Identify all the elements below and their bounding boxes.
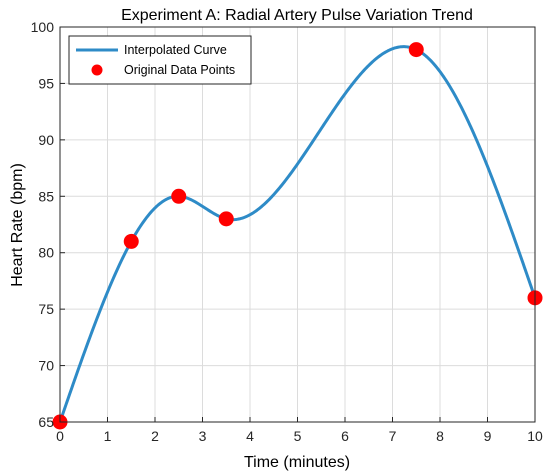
x-tick-label: 3 <box>199 428 207 444</box>
y-tick-label: 90 <box>38 132 54 148</box>
interpolated-curve-line <box>58 45 537 423</box>
axis-ticks: 0 1 2 3 4 5 6 7 8 9 10 65 70 75 80 85 90 95 100 <box>31 19 543 444</box>
y-tick-label: 80 <box>38 245 54 261</box>
x-axis-label: Time (minutes) <box>244 454 350 471</box>
x-tick-label: 7 <box>389 428 397 444</box>
x-tick-label: 8 <box>436 428 444 444</box>
legend: Interpolated Curve Original Data Points <box>68 35 252 85</box>
legend-label-curve: Interpolated Curve <box>124 43 227 57</box>
y-tick-label: 75 <box>38 301 54 317</box>
data-point-marker <box>408 42 424 58</box>
data-point-marker <box>123 233 139 249</box>
y-tick-label: 95 <box>38 75 54 91</box>
x-tick-label: 6 <box>341 428 349 444</box>
legend-marker-swatch <box>91 64 103 76</box>
x-tick-label: 2 <box>151 428 159 444</box>
y-tick-label: 65 <box>38 414 54 430</box>
y-tick-label: 100 <box>31 19 55 35</box>
x-tick-label: 9 <box>484 428 492 444</box>
data-point-marker <box>171 188 187 204</box>
legend-label-points: Original Data Points <box>124 63 235 77</box>
x-tick-label: 10 <box>527 428 543 444</box>
x-tick-label: 5 <box>294 428 302 444</box>
chart-title: Experiment A: Radial Artery Pulse Variat… <box>121 7 473 24</box>
x-tick-label: 1 <box>104 428 112 444</box>
x-tick-label: 0 <box>56 428 64 444</box>
y-axis-label: Heart Rate (bpm) <box>9 163 26 287</box>
data-point-marker <box>218 211 234 227</box>
y-tick-label: 70 <box>38 358 54 374</box>
x-tick-label: 4 <box>246 428 254 444</box>
legend-box <box>68 35 252 85</box>
y-tick-label: 85 <box>38 188 54 204</box>
